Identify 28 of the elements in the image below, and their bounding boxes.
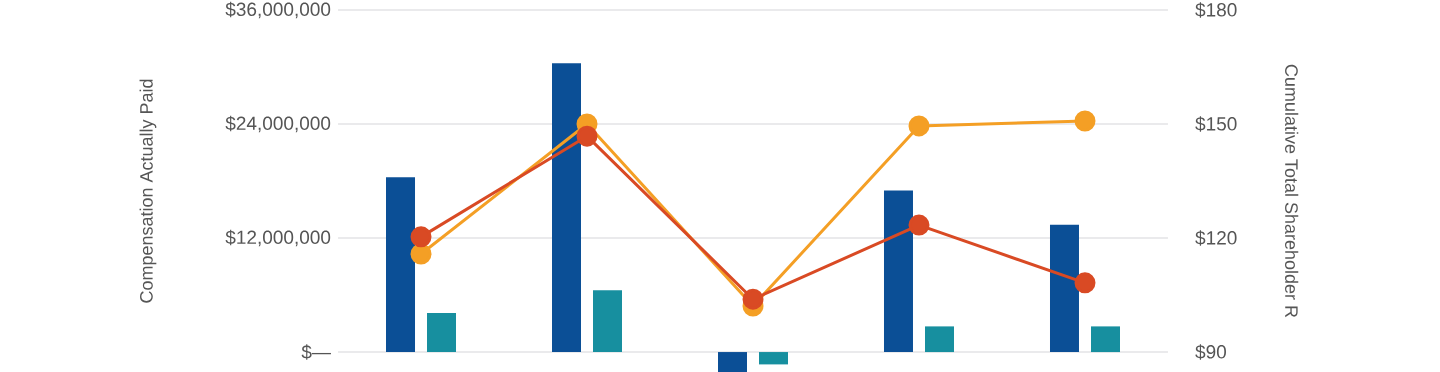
y-tick-label: $24,000,000 <box>225 115 331 133</box>
bar <box>883 190 913 353</box>
y-axis-title: Compensation Actually Paid <box>139 79 157 303</box>
y2-tick-label: $90 <box>1195 344 1226 360</box>
y2-tick-label: $120 <box>1195 230 1237 246</box>
point <box>742 288 764 310</box>
y2-axis-title: Cumulative Total Shareholder R <box>1285 64 1299 318</box>
y2-tick-label: $150 <box>1195 116 1237 132</box>
y-tick-label: $12,000,000 <box>225 229 331 247</box>
y-tick-label: $36,000,000 <box>225 1 331 19</box>
point <box>410 243 432 265</box>
point <box>908 115 930 137</box>
bar <box>759 352 788 365</box>
bar <box>593 290 623 353</box>
bar <box>427 313 457 353</box>
bar <box>552 63 581 353</box>
point <box>908 214 930 236</box>
bar <box>718 352 747 372</box>
point <box>1074 272 1096 294</box>
y-tick-label: $— <box>301 344 331 360</box>
point <box>576 125 598 147</box>
bar <box>386 177 416 353</box>
bar <box>1090 326 1120 353</box>
y2-tick-label: $180 <box>1195 2 1237 18</box>
bar <box>1049 224 1079 353</box>
point <box>1074 110 1096 132</box>
bar <box>925 326 954 353</box>
point <box>410 226 432 248</box>
